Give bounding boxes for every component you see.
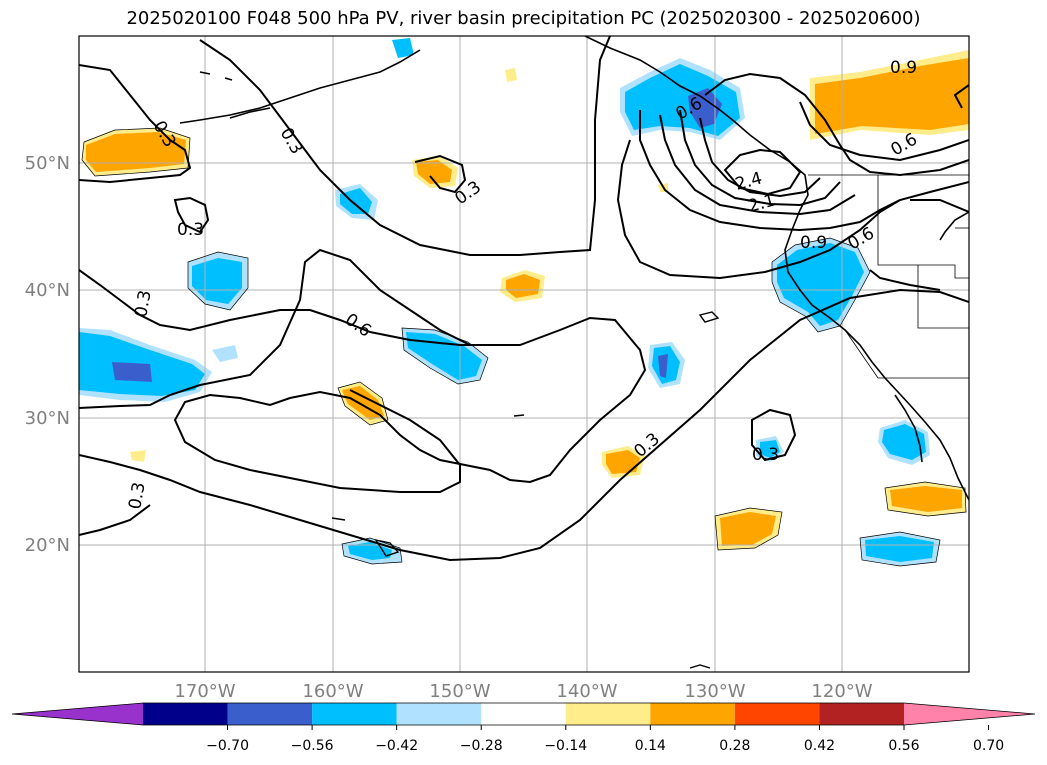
colorbar-swatch — [143, 703, 228, 725]
colorbar-swatch — [734, 703, 820, 725]
colorbar-tick-label: −0.14 — [544, 738, 587, 754]
contour-label: 0.3 — [131, 289, 155, 319]
lat-label: 40°N — [25, 280, 70, 301]
colorbar-tick-label: −0.28 — [460, 738, 503, 754]
lon-label: 140°W — [556, 681, 617, 702]
colorbar-tick-label: 0.42 — [804, 738, 835, 754]
latitude-labels: 50°N 40°N 30°N 20°N — [25, 153, 70, 556]
colorbar: −0.70 −0.56 −0.42 −0.28 −0.14 0.14 0.28 0.42 0.5… — [11, 702, 1036, 754]
contour-label: 0.3 — [752, 445, 779, 465]
islands — [331, 311, 720, 669]
lon-label: 170°W — [174, 681, 235, 702]
map-gridlines — [79, 36, 969, 672]
colorbar-tick-label: −0.70 — [206, 738, 249, 754]
colorbar-arrow-left — [12, 703, 143, 725]
colorbar-tick-label: 0.56 — [888, 738, 919, 754]
shading-outlines — [81, 127, 967, 567]
contour-label: 0.9 — [890, 58, 917, 78]
contour-label: 0.9 — [800, 233, 827, 253]
colorbar-swatch — [650, 703, 735, 725]
colorbar-arrow-right — [904, 703, 1035, 725]
colorbar-swatch — [227, 703, 313, 725]
lat-label: 50°N — [25, 153, 70, 174]
colorbar-tick-label: 0.28 — [719, 738, 750, 754]
colorbar-swatch — [312, 703, 397, 725]
lat-label: 30°N — [25, 408, 70, 429]
colorbar-tick-label: −0.42 — [375, 738, 418, 754]
colorbar-swatch — [819, 703, 904, 725]
lat-label: 20°N — [25, 535, 70, 556]
lon-label: 160°W — [302, 681, 363, 702]
lon-label: 130°W — [684, 681, 745, 702]
negative-precip-shading — [79, 38, 940, 566]
colorbar-tick-label: 0.70 — [973, 738, 1004, 754]
colorbar-swatch — [396, 703, 482, 725]
contour-label: 0.3 — [125, 481, 149, 511]
colorbar-tick-label: −0.56 — [291, 738, 334, 754]
colorbar-tick-label: 0.14 — [635, 738, 666, 754]
colorbar-swatch — [565, 703, 651, 725]
longitude-labels: 170°W 160°W 150°W 140°W 130°W 120°W — [174, 681, 872, 702]
lon-label: 150°W — [429, 681, 490, 702]
lon-label: 120°W — [811, 681, 872, 702]
map-title: 2025020100 F048 500 hPa PV, river basin … — [126, 8, 921, 29]
contour-label: 0.3 — [177, 220, 204, 240]
coastlines — [179, 36, 969, 501]
positive-precip-shading — [82, 50, 969, 550]
pv-contours — [79, 36, 969, 562]
map-frame — [78, 35, 970, 673]
colorbar-swatch — [481, 703, 566, 725]
political-borders — [808, 174, 969, 379]
colorbar-outline — [11, 702, 1036, 726]
